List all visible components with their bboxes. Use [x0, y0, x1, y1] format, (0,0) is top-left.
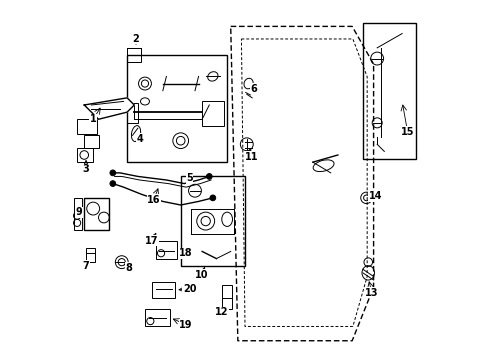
Text: 10: 10 [196, 270, 209, 280]
Bar [77, 119, 97, 134]
Text: 4: 4 [136, 134, 143, 144]
Bar [127, 103, 138, 123]
Text: 1: 1 [90, 114, 97, 124]
Text: 8: 8 [125, 262, 132, 273]
Bar [77, 148, 93, 162]
Bar [145, 309, 170, 327]
Bar [156, 241, 177, 258]
Text: 5: 5 [186, 173, 193, 183]
Circle shape [110, 170, 116, 176]
Text: 13: 13 [365, 288, 379, 297]
Circle shape [110, 181, 116, 186]
Bar [127, 48, 142, 62]
Bar [127, 55, 227, 162]
Text: 3: 3 [83, 164, 89, 174]
Text: 2: 2 [133, 34, 140, 44]
Bar [86, 248, 95, 262]
Text: 20: 20 [183, 284, 196, 294]
Text: 19: 19 [179, 320, 193, 330]
Bar [84, 135, 98, 148]
Text: 16: 16 [147, 195, 161, 204]
Text: 15: 15 [401, 127, 414, 137]
Bar [84, 198, 109, 230]
Text: 12: 12 [215, 307, 228, 317]
Text: 11: 11 [245, 152, 259, 162]
Circle shape [206, 174, 212, 179]
Polygon shape [84, 98, 134, 119]
Bar [152, 282, 175, 298]
Circle shape [210, 195, 216, 201]
Bar [74, 198, 82, 230]
Bar [202, 102, 223, 126]
Text: 18: 18 [179, 248, 193, 258]
Text: 6: 6 [250, 84, 257, 94]
Text: 7: 7 [83, 261, 89, 271]
Text: 9: 9 [75, 207, 82, 217]
Bar [363, 23, 416, 158]
Text: 17: 17 [146, 236, 159, 246]
Text: 14: 14 [368, 191, 382, 201]
Bar [181, 176, 245, 266]
Bar [222, 285, 232, 309]
